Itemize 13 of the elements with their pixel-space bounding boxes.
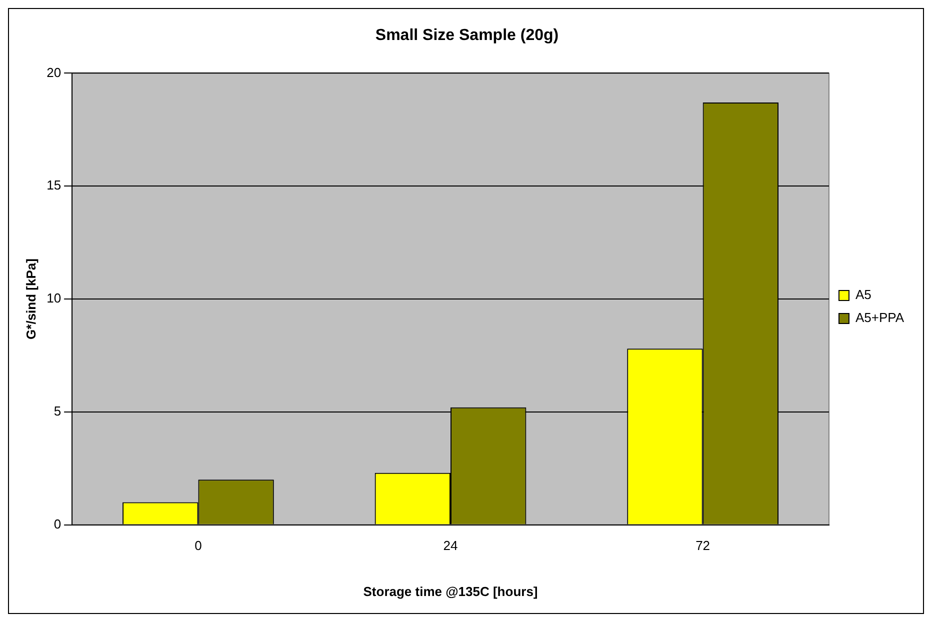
legend-label: A5: [855, 287, 872, 302]
y-tick-label: 10: [46, 290, 62, 306]
legend-label: A5+PPA: [855, 310, 904, 326]
x-tick-label: 24: [443, 538, 458, 554]
y-tick-label: 0: [54, 516, 62, 532]
y-axis-title: G*/sind [kPa]: [23, 258, 38, 340]
y-tick-label: 15: [46, 178, 62, 193]
y-tick-label: 5: [54, 403, 62, 418]
x-tick-label: 72: [696, 538, 710, 554]
x-axis-title: Storage time @135C [hours]: [363, 584, 538, 599]
y-tick-label: 20: [46, 64, 62, 80]
chart-title: Small Size Sample (20g): [375, 27, 559, 44]
x-tick-label: 0: [194, 538, 202, 554]
